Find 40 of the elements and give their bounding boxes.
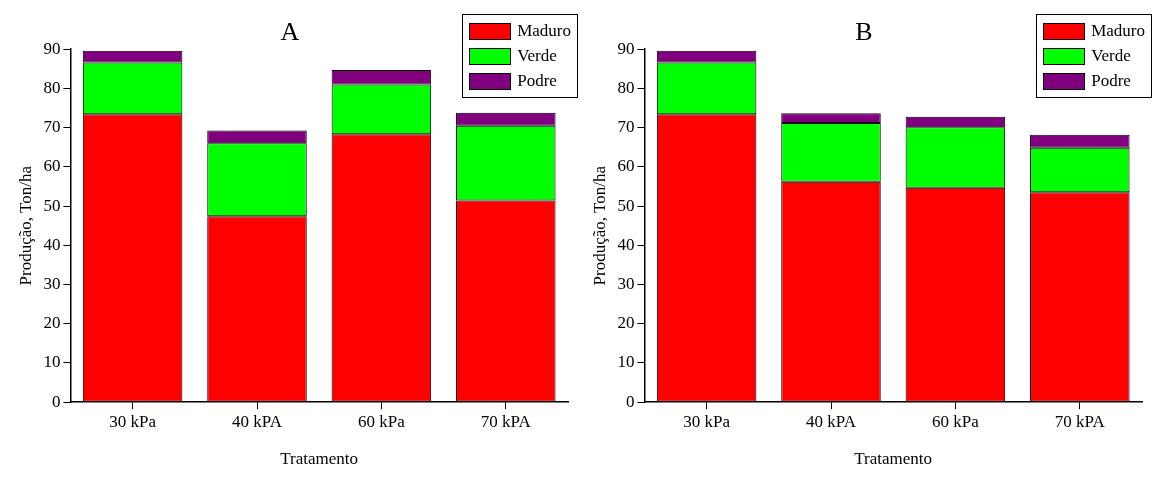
x-tick-label: 40 kPA xyxy=(806,411,857,431)
y-tick-label: 90 xyxy=(43,38,61,58)
x-tick-label: 30 kPa xyxy=(683,411,731,431)
legend-label: Verde xyxy=(1091,45,1131,67)
legend-label: Podre xyxy=(1091,70,1131,92)
y-tick-label: 70 xyxy=(43,117,61,137)
y-tick-label: 60 xyxy=(617,156,635,176)
y-tick-label: 80 xyxy=(617,77,635,97)
legend-label: Podre xyxy=(517,70,557,92)
y-axis-title: Produção, Ton/ha xyxy=(15,165,35,286)
x-tick-label: 70 kPA xyxy=(1054,411,1106,431)
x-tick-label: 30 kPa xyxy=(109,411,157,431)
y-tick-label: 90 xyxy=(617,38,635,58)
y-tick-label: 0 xyxy=(625,391,635,411)
y-tick-label: 40 xyxy=(617,234,635,254)
chart-title: B xyxy=(855,17,873,47)
y-tick-label: 20 xyxy=(43,313,61,333)
y-tick-label: 50 xyxy=(43,195,61,215)
x-tick-label: 60 kPa xyxy=(932,411,980,431)
y-tick-label: 10 xyxy=(43,352,61,372)
legend-label: Maduro xyxy=(1091,20,1145,42)
y-tick-label: 30 xyxy=(43,274,61,293)
chart-title: A xyxy=(280,17,300,47)
y-tick-label: 0 xyxy=(51,391,61,411)
x-axis-title: Tratamento xyxy=(854,449,933,469)
y-tick-label: 40 xyxy=(43,234,61,254)
x-tick-label: 70 kPA xyxy=(480,411,532,431)
y-tick-label: 80 xyxy=(43,77,61,97)
y-tick-label: 20 xyxy=(617,313,635,333)
legend-label: Verde xyxy=(517,45,557,67)
x-tick-label: 40 kPA xyxy=(232,411,283,431)
y-tick-label: 10 xyxy=(617,352,635,372)
y-tick-label: 30 xyxy=(617,274,635,293)
y-axis-title: Produção, Ton/ha xyxy=(589,165,609,286)
y-tick-label: 70 xyxy=(617,117,635,137)
x-tick-label: 60 kPa xyxy=(358,411,406,431)
y-tick-label: 50 xyxy=(617,195,635,215)
x-axis-title: Tratamento xyxy=(280,449,359,469)
y-tick-label: 60 xyxy=(43,156,61,176)
legend-label: Maduro xyxy=(517,20,571,42)
